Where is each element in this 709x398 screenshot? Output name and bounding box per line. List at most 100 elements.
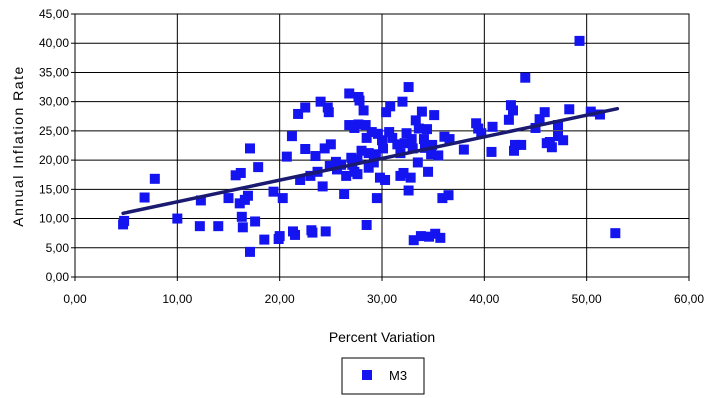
legend-box (341, 357, 425, 395)
data-point (398, 167, 409, 178)
data-point (439, 131, 450, 142)
data-point (433, 150, 444, 161)
data-point (268, 186, 279, 197)
data-point (387, 132, 398, 143)
data-point (585, 106, 596, 117)
data-point (324, 160, 335, 171)
data-point (487, 121, 498, 132)
y-tick-label: 45,00 (39, 7, 69, 21)
data-point (244, 246, 255, 257)
data-point (377, 135, 387, 146)
data-point (172, 213, 183, 224)
y-tick-label: 5,00 (46, 241, 70, 255)
data-point (363, 148, 374, 159)
data-point (423, 166, 434, 177)
data-point (300, 144, 311, 155)
data-point (427, 139, 438, 150)
data-point (412, 157, 423, 168)
data-point (534, 114, 545, 125)
y-tick-label: 0,00 (46, 270, 70, 284)
y-tick-label: 30,00 (39, 95, 69, 109)
data-point (213, 221, 224, 232)
data-point (413, 123, 424, 134)
data-point (194, 221, 205, 232)
data-point (305, 170, 316, 181)
data-point (416, 106, 427, 117)
y-tick-label: 10,00 (39, 212, 69, 226)
y-axis-ticks: 0,00 5,00 10,00 15,00 20,00 25,00 30,00 35,00 40… (39, 7, 75, 284)
x-tick-label: 40,00 (469, 292, 499, 306)
data-point (471, 118, 482, 129)
data-point (594, 109, 605, 120)
data-point (381, 107, 392, 118)
data-point (236, 211, 247, 222)
data-point (403, 185, 414, 196)
data-point (300, 102, 311, 113)
data-point (399, 138, 410, 149)
data-point (458, 144, 469, 155)
data-point (277, 193, 288, 204)
data-point (610, 228, 621, 239)
data-point (310, 151, 321, 162)
x-axis-title: Percent Variation (329, 329, 435, 345)
data-point (325, 139, 336, 150)
data-point (406, 134, 417, 145)
data-point (244, 143, 255, 154)
data-point (281, 151, 292, 162)
data-point (486, 146, 497, 157)
y-tick-label: 15,00 (39, 182, 69, 196)
data-point (410, 115, 421, 126)
x-tick-label: 50,00 (572, 292, 602, 306)
data-point (230, 170, 241, 181)
data-point (295, 174, 306, 185)
data-point (286, 131, 297, 142)
data-point (574, 35, 585, 46)
data-point (234, 198, 245, 209)
data-point (424, 231, 435, 242)
data-points (118, 35, 621, 257)
data-point (237, 222, 248, 233)
data-point (259, 234, 270, 245)
x-tick-label: 0,00 (63, 292, 87, 306)
data-point (444, 134, 455, 145)
data-point (352, 169, 363, 180)
data-point (384, 127, 395, 138)
y-axis-title: Annual Inflation Rate (10, 65, 26, 226)
data-point (378, 143, 389, 154)
data-point (429, 110, 440, 121)
data-point (149, 173, 160, 184)
data-point (253, 162, 264, 173)
data-point (223, 193, 234, 204)
trendline (121, 106, 620, 216)
data-point (336, 159, 347, 170)
data-point (360, 120, 371, 131)
legend-label: M3 (389, 368, 407, 383)
data-point (371, 193, 382, 204)
data-point (361, 132, 372, 143)
data-point (139, 192, 150, 203)
x-tick-label: 20,00 (265, 292, 295, 306)
data-point (370, 149, 381, 160)
data-point (361, 219, 372, 230)
data-point (307, 227, 318, 238)
data-point (344, 88, 355, 99)
data-point (319, 143, 330, 154)
data-point (339, 189, 350, 200)
data-point (242, 190, 253, 201)
data-point (437, 193, 448, 204)
data-point (408, 235, 419, 246)
data-point (553, 131, 564, 142)
data-point (530, 122, 541, 133)
data-point (422, 124, 433, 135)
data-point (366, 127, 377, 138)
data-point (558, 135, 569, 146)
data-point (546, 142, 557, 153)
data-point (341, 170, 352, 181)
data-point (503, 114, 514, 125)
data-point (380, 174, 391, 185)
y-tick-label: 25,00 (39, 124, 69, 138)
y-tick-label: 40,00 (39, 36, 69, 50)
data-point (320, 226, 331, 237)
x-tick-label: 60,00 (674, 292, 704, 306)
